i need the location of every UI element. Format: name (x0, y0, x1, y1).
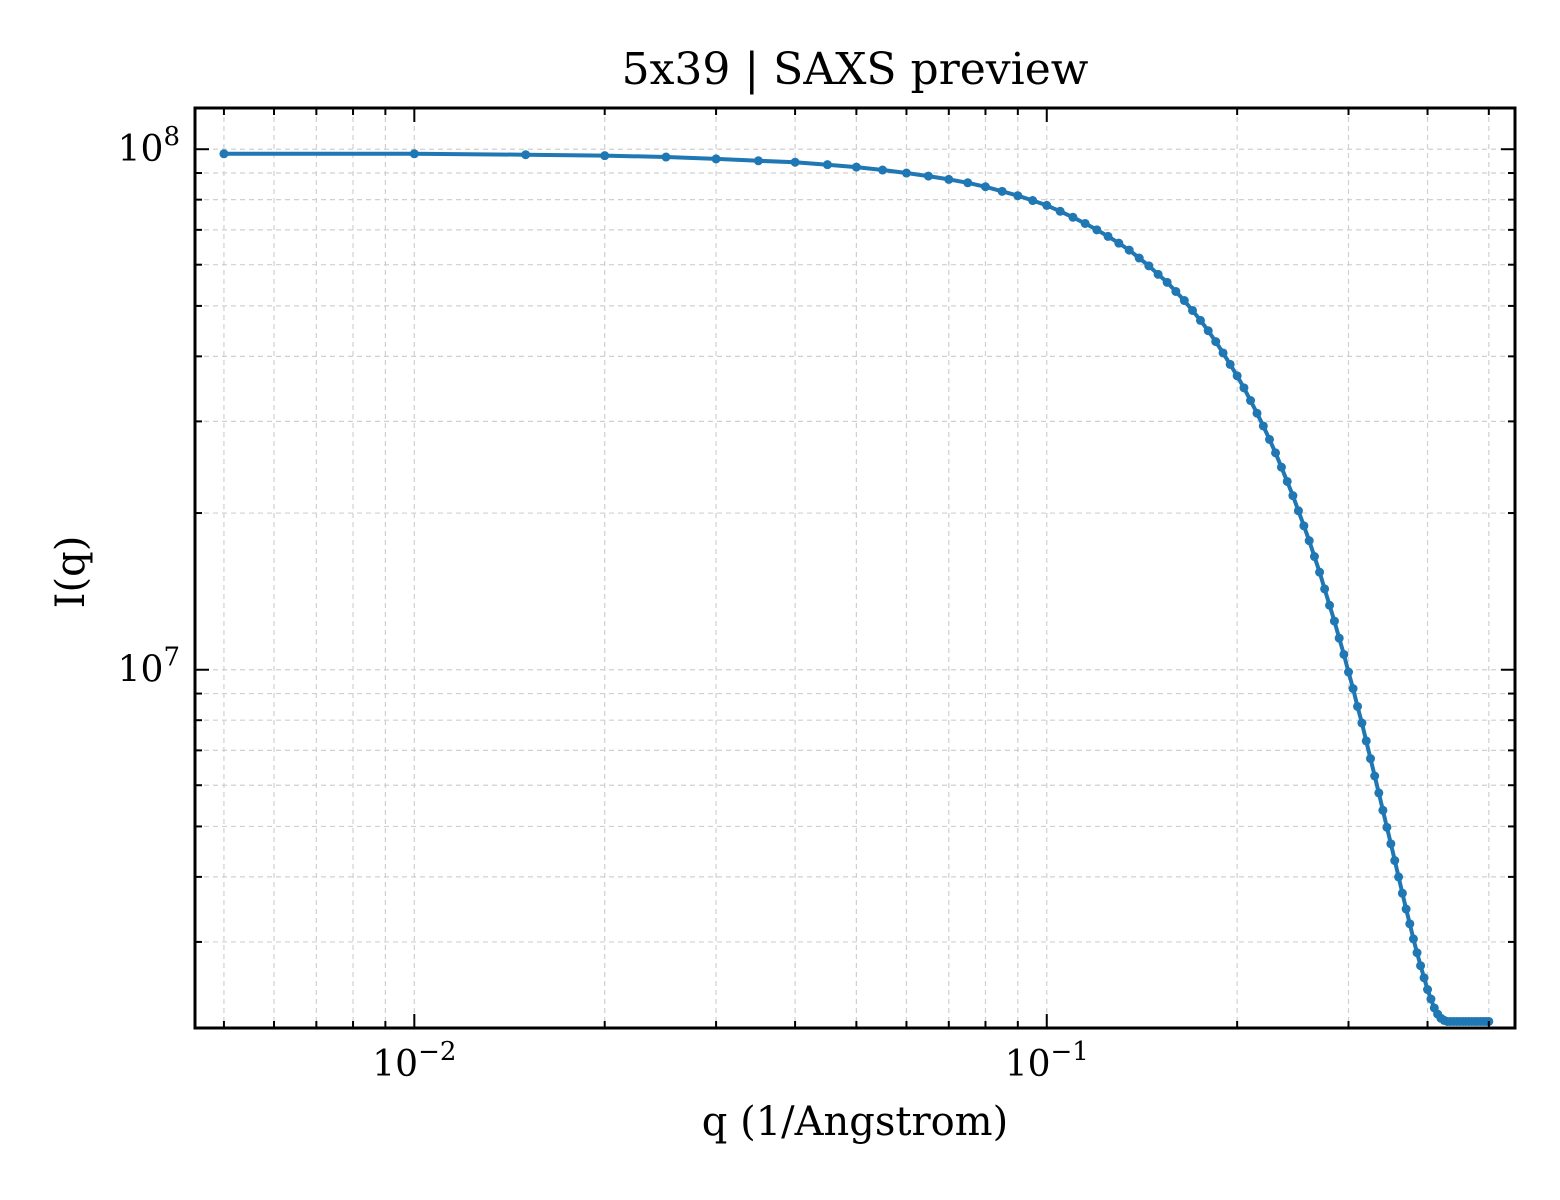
plot-area (219, 149, 1494, 1026)
data-point (1114, 238, 1124, 248)
data-point (1334, 633, 1344, 643)
y-axis-label: I(q) (48, 536, 94, 609)
data-point (219, 149, 229, 159)
data-point (1394, 872, 1404, 882)
data-point (1348, 684, 1358, 694)
data-point (1218, 348, 1228, 358)
data-point (923, 171, 933, 181)
data-point (944, 174, 954, 184)
data-point (1378, 805, 1388, 815)
data-point (878, 165, 888, 175)
data-point (1374, 788, 1384, 798)
data-point (851, 162, 861, 172)
data-point (822, 160, 832, 170)
data-point (1370, 771, 1380, 781)
data-point (1134, 253, 1144, 263)
data-point (1028, 196, 1038, 206)
data-point (1382, 822, 1392, 832)
y-tick-label: 108 (118, 122, 180, 170)
data-point (1401, 904, 1411, 914)
data-point (1320, 584, 1330, 594)
ticks: 10−2 10−1 107 108 (118, 108, 1515, 1085)
data-point (1426, 994, 1436, 1004)
data-point (1390, 856, 1400, 866)
data-point (963, 178, 973, 188)
data-point (1408, 934, 1418, 944)
data-point (1309, 552, 1319, 562)
data-point (1386, 839, 1396, 849)
data-point (1357, 718, 1367, 728)
data-point (1423, 985, 1433, 995)
x-tick-label: 10−2 (372, 1037, 456, 1085)
data-point (409, 149, 419, 159)
data-point (1293, 506, 1303, 516)
data-point (1252, 408, 1262, 418)
data-point (1361, 736, 1371, 746)
chart-title: 5x39 | SAXS preview (622, 44, 1089, 95)
data-point (1405, 919, 1415, 929)
data-point (1397, 888, 1407, 898)
data-point (1329, 616, 1339, 626)
data-point (1225, 359, 1235, 369)
data-point (600, 151, 610, 161)
data-point (1366, 754, 1376, 764)
data-point (1344, 667, 1354, 677)
data-point (1232, 371, 1242, 381)
data-point (1144, 261, 1154, 271)
data-point (1282, 476, 1292, 486)
x-tick-label: 10−1 (1005, 1037, 1089, 1085)
data-point (997, 186, 1007, 196)
data-point (1188, 305, 1198, 315)
data-point (1211, 337, 1221, 347)
data-point (1103, 231, 1113, 241)
data-point (1153, 269, 1163, 279)
data-point (1325, 600, 1335, 610)
data-point (790, 157, 800, 167)
data-point (1013, 191, 1023, 201)
x-axis-label: q (1/Angstrom) (702, 1099, 1008, 1145)
data-point (1258, 421, 1268, 431)
data-point (1080, 218, 1090, 228)
data-point (1068, 212, 1078, 222)
data-point (1304, 536, 1314, 546)
data-point (1162, 277, 1172, 287)
data-point (1419, 973, 1429, 983)
data-point (1042, 200, 1052, 210)
data-point (1092, 225, 1102, 235)
grid (195, 108, 1515, 1028)
data-point (1124, 245, 1134, 255)
data-point (1339, 649, 1349, 659)
data-point (901, 168, 911, 178)
data-point (1203, 326, 1213, 336)
data-point (521, 150, 531, 160)
data-point (1288, 491, 1298, 501)
data-point (1264, 434, 1274, 444)
data-point (980, 182, 990, 192)
data-point (711, 154, 721, 164)
data-point (753, 156, 763, 166)
data-point (1271, 448, 1281, 458)
data-point (1276, 462, 1286, 472)
data-point (1412, 948, 1422, 958)
data-point (1299, 521, 1309, 531)
axes-frame (193, 106, 1517, 1030)
y-tick-label: 107 (118, 643, 180, 691)
data-point (1239, 383, 1249, 393)
data-point (1171, 286, 1181, 296)
data-point (1055, 206, 1065, 216)
data-point (1315, 567, 1325, 577)
data-point (1353, 701, 1363, 711)
data-point (1179, 296, 1189, 306)
data-point (1195, 315, 1205, 325)
data-point (1246, 396, 1256, 406)
data-point (1416, 961, 1426, 971)
data-point (661, 152, 671, 162)
